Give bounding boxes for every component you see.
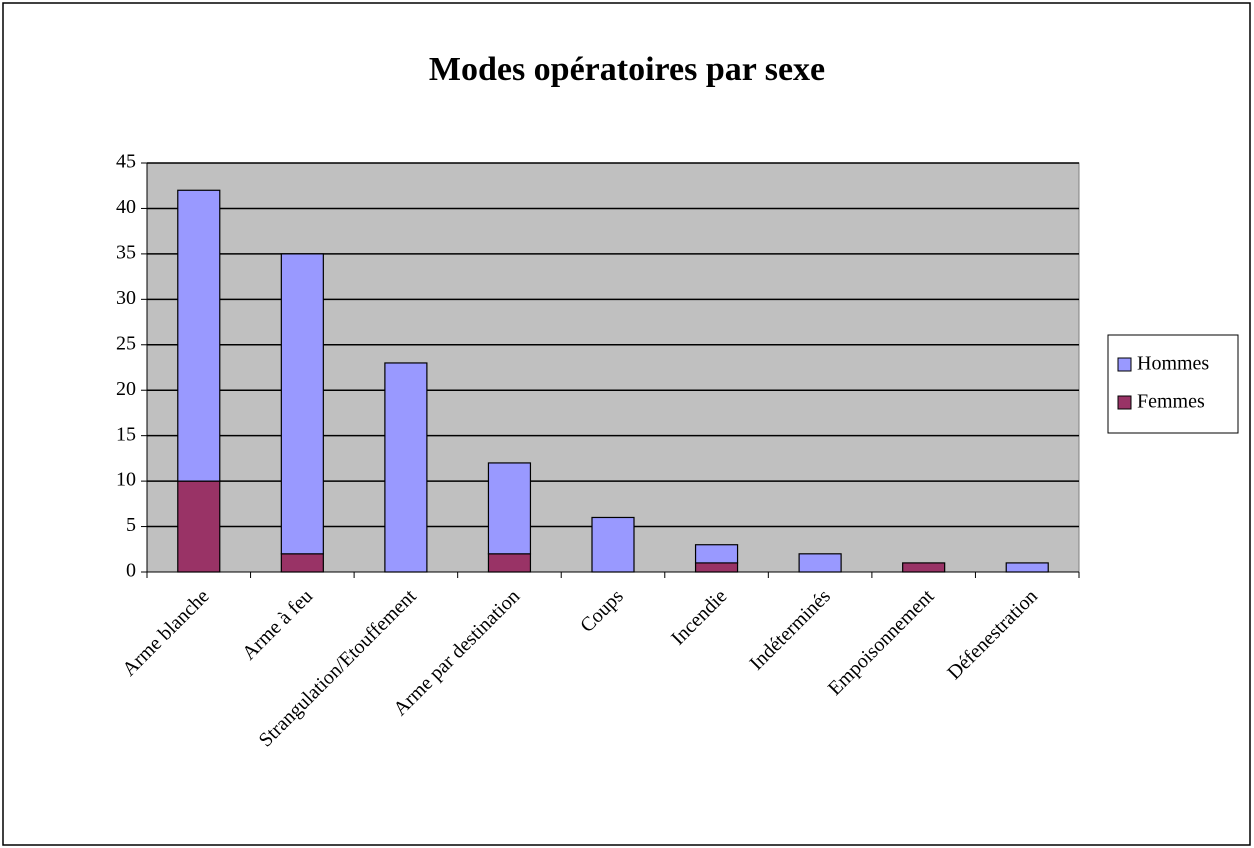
bar-segment xyxy=(1005,562,1049,573)
chart-title: Modes opératoires par sexe xyxy=(429,51,825,88)
bar-segment xyxy=(694,544,739,564)
bar-segment xyxy=(591,516,635,573)
bar-segment xyxy=(902,562,946,573)
legend-label: Hommes xyxy=(1137,353,1209,375)
bar-segment xyxy=(177,480,221,573)
y-tick-label: 30 xyxy=(116,287,136,309)
y-tick-label: 10 xyxy=(116,469,136,491)
y-tick-label: 5 xyxy=(126,514,136,536)
y-tick-label: 40 xyxy=(116,196,136,218)
legend-box xyxy=(1107,334,1239,434)
bar-segment xyxy=(487,462,532,555)
bar-segment xyxy=(694,562,739,573)
y-tick-label: 25 xyxy=(116,332,136,354)
bar-segment xyxy=(177,189,221,482)
bar-segment xyxy=(280,253,324,555)
legend-swatch xyxy=(1117,395,1132,410)
y-tick-label: 20 xyxy=(116,378,136,400)
legend-swatch xyxy=(1117,357,1132,372)
y-tick-label: 45 xyxy=(116,151,136,173)
legend-label: Femmes xyxy=(1137,391,1205,413)
y-tick-label: 15 xyxy=(116,423,136,445)
y-tick-label: 0 xyxy=(126,560,136,582)
bar-segment xyxy=(280,553,324,573)
bar-segment xyxy=(384,362,428,573)
bar-segment xyxy=(487,553,532,573)
y-tick-label: 35 xyxy=(116,241,136,263)
bar-segment xyxy=(798,553,842,573)
